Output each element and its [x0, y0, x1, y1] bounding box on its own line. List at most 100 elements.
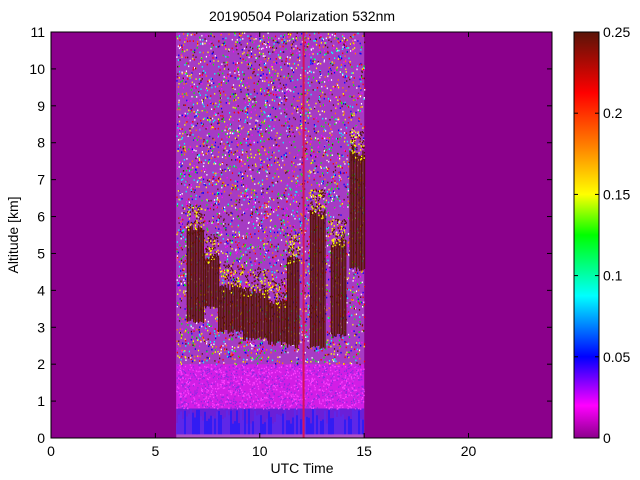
cloud-segment: [255, 293, 258, 339]
cloud-segment: [206, 257, 208, 307]
cloud-segment: [227, 283, 229, 334]
colorbar-tick-label: 0.05: [603, 349, 630, 365]
cloud-segment: [191, 225, 193, 320]
cloud-segments: [186, 130, 366, 349]
cloud-segment: [243, 292, 245, 341]
heatmap-cells: [176, 32, 366, 438]
x-tick-label: 20: [461, 443, 477, 459]
cloud-segment: [294, 257, 297, 349]
cloud-segment: [277, 300, 279, 342]
cloud-segment: [330, 244, 332, 334]
cloud-segment: [345, 240, 347, 336]
cloud-segment: [311, 211, 313, 347]
y-tick-label: 5: [37, 245, 45, 261]
cloud-segment: [282, 299, 284, 343]
cloud-segment: [260, 289, 262, 340]
cloud-segment: [332, 241, 334, 339]
cloud-segment: [209, 254, 212, 309]
cloud-segment: [362, 150, 364, 271]
cloud-segment: [338, 242, 340, 334]
x-tick-label: 0: [47, 443, 55, 459]
y-tick-label: 0: [37, 430, 45, 446]
cloud-segment: [194, 229, 196, 323]
vertical-data-line: [302, 32, 305, 438]
plot-frame: [50, 31, 553, 439]
y-tick-label: 4: [37, 282, 45, 298]
y-axis-label: Altitude [km]: [5, 196, 21, 273]
cloud-segment: [316, 211, 318, 347]
colorbar-tick-label: 0.15: [603, 186, 630, 202]
cloud-segment: [205, 260, 207, 309]
cloud-segment: [274, 301, 276, 346]
cloud-segment: [340, 242, 342, 339]
cloud-segment: [249, 291, 251, 338]
cloud-segment: [232, 284, 234, 333]
cloud-segment: [247, 287, 250, 341]
cloud-segment: [363, 154, 366, 269]
cloud-segment: [214, 254, 216, 309]
cloud-segment: [234, 286, 236, 330]
cloud-segment: [226, 288, 228, 330]
cloud-segment: [199, 226, 201, 322]
cloud-segment: [335, 241, 337, 337]
cloud-segment: [319, 211, 321, 349]
y-tick-label: 2: [37, 356, 45, 372]
cloud-segment: [186, 228, 188, 322]
x-tick-label: 15: [356, 443, 372, 459]
cloud-segment: [296, 259, 298, 349]
cloud-segment: [208, 260, 210, 307]
y-tick-label: 1: [37, 393, 45, 409]
cloud-segment: [224, 284, 226, 330]
heatmap-plot-area: [50, 31, 553, 439]
chart-title: 20190504 Polarization 532nm: [209, 8, 395, 24]
cloud-segment: [230, 284, 233, 332]
cloud-segment: [201, 228, 203, 322]
cloud-segment: [355, 153, 358, 272]
cloud-segment: [288, 255, 290, 345]
cloud-segment: [293, 259, 295, 345]
colorbar-tick-label: 0.25: [603, 24, 630, 40]
y-axis: 0 1 2 3 4 5 6 7 8 9 10 11: [29, 24, 552, 446]
cloud-segment: [280, 301, 283, 346]
cloud-segment: [238, 288, 241, 333]
cloud-segment: [269, 302, 271, 345]
cloud-segment: [321, 215, 323, 349]
colorbar-tick-label: 0: [603, 430, 611, 446]
x-tick-label: 5: [151, 443, 159, 459]
cloud-segment: [341, 240, 344, 335]
cloud-segment: [203, 253, 205, 307]
cloud-segment: [193, 230, 195, 323]
cloud-segment: [251, 293, 253, 341]
cloud-segment: [219, 285, 221, 332]
cloud-segment: [352, 150, 354, 269]
cloud-segment: [272, 303, 275, 345]
cloud-segment: [317, 214, 320, 346]
cloud-segment: [354, 151, 356, 268]
cloud-segment: [291, 254, 293, 345]
cloud-segment: [324, 209, 326, 349]
cloud-segment: [262, 293, 264, 339]
cloud-segment: [286, 257, 289, 348]
colorbar-tick-label: 0.2: [603, 105, 623, 121]
cloud-segment: [196, 228, 198, 322]
cloud-segment: [337, 240, 339, 334]
y-tick-label: 9: [37, 98, 45, 114]
cloud-segment: [271, 302, 273, 342]
y-tick-label: 10: [29, 61, 45, 77]
cloud-segment: [276, 301, 278, 343]
cloud-segment: [265, 289, 267, 339]
cloud-segment: [279, 303, 281, 342]
cloud-segment: [222, 286, 225, 334]
cloud-segment: [313, 209, 315, 347]
cloud-segment: [254, 290, 256, 340]
cloud-segment: [242, 288, 244, 331]
cloud-segment: [359, 155, 361, 272]
y-tick-label: 7: [37, 172, 45, 188]
cloud-segment: [244, 290, 246, 341]
colorbar: 0 0.05 0.1 0.15 0.2 0.25: [573, 24, 630, 446]
cloud-segment: [218, 287, 220, 333]
cloud-segment: [290, 255, 292, 346]
cloud-segment: [284, 300, 286, 343]
cloud-segment: [263, 288, 266, 338]
